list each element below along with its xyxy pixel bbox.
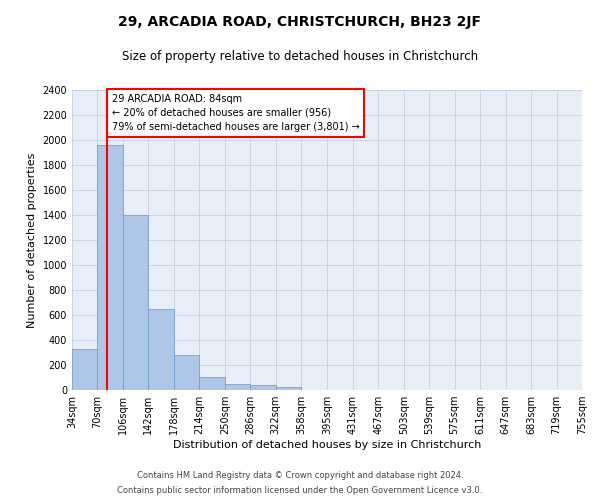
Text: 29 ARCADIA ROAD: 84sqm
← 20% of detached houses are smaller (956)
79% of semi-de: 29 ARCADIA ROAD: 84sqm ← 20% of detached… [112, 94, 359, 132]
Bar [276, 387, 301, 390]
Bar [148, 308, 174, 390]
Bar [225, 384, 250, 390]
Bar [199, 377, 225, 390]
Bar [97, 145, 123, 390]
Y-axis label: Number of detached properties: Number of detached properties [27, 152, 37, 328]
Bar [72, 350, 97, 390]
Text: Contains public sector information licensed under the Open Government Licence v3: Contains public sector information licen… [118, 486, 482, 495]
Text: Size of property relative to detached houses in Christchurch: Size of property relative to detached ho… [122, 50, 478, 63]
Text: 29, ARCADIA ROAD, CHRISTCHURCH, BH23 2JF: 29, ARCADIA ROAD, CHRISTCHURCH, BH23 2JF [119, 15, 482, 29]
Bar [250, 385, 276, 390]
Text: Contains HM Land Registry data © Crown copyright and database right 2024.: Contains HM Land Registry data © Crown c… [137, 471, 463, 480]
Bar [123, 215, 148, 390]
X-axis label: Distribution of detached houses by size in Christchurch: Distribution of detached houses by size … [173, 440, 481, 450]
Bar [174, 355, 199, 390]
